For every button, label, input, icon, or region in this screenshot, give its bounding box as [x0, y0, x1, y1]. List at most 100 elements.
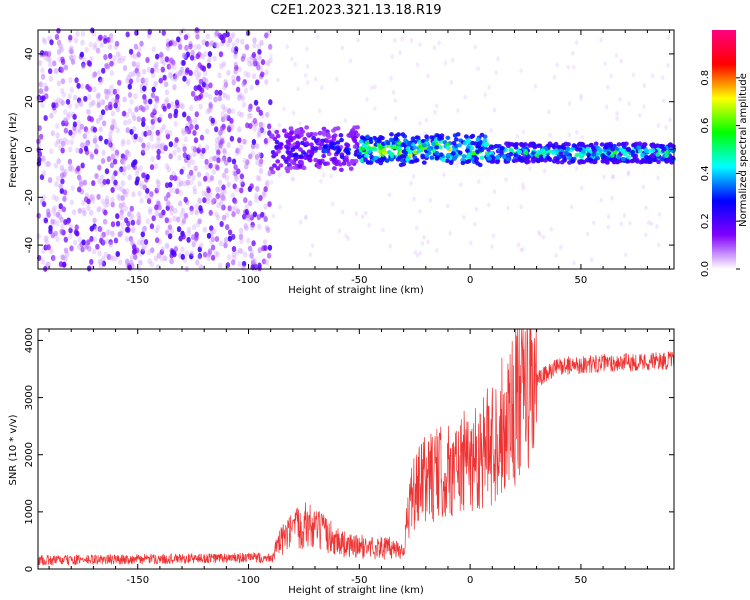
spectrogram-cell: [410, 136, 416, 141]
spectrogram-cell: [428, 197, 433, 203]
spectrogram-cell: [151, 215, 156, 222]
spectrogram-cell: [276, 77, 280, 83]
spectrogram-cell: [188, 169, 194, 176]
spectrogram-cell: [388, 151, 394, 156]
spectrogram-cell: [243, 70, 248, 77]
spectrogram-cell: [278, 204, 282, 210]
y-tick-label: 3000: [24, 385, 35, 410]
spectrogram-cell: [110, 201, 115, 208]
spectrogram-cell: [89, 153, 95, 160]
spectrogram-cell: [220, 204, 225, 211]
spectrogram-cell: [169, 209, 174, 216]
spectrogram-cell: [88, 41, 93, 48]
spectrogram-cell: [102, 179, 107, 186]
spectrogram-cell: [36, 212, 41, 219]
spectrogram-cell: [611, 174, 615, 180]
spectrogram-cell: [186, 230, 192, 237]
spectrogram-cell: [55, 236, 60, 243]
spectrogram-cell: [162, 105, 167, 112]
spectrogram-cell: [491, 233, 496, 239]
spectrogram-cell: [265, 111, 270, 118]
spectrogram-cell: [92, 71, 98, 78]
spectrogram-cell: [579, 93, 584, 99]
spectrogram-cell: [187, 153, 193, 160]
spectrogram-cell: [60, 254, 65, 261]
spectrogram-cell: [68, 227, 73, 234]
spectrogram-cell: [357, 151, 362, 157]
spectrogram-cell: [108, 32, 114, 39]
spectrogram-cell: [565, 146, 571, 152]
spectrogram-cell: [602, 174, 606, 180]
spectrogram-cell: [162, 74, 167, 81]
spectrogram-cell: [275, 133, 281, 139]
spectrogram-cell: [341, 161, 347, 166]
spectrogram-cell: [213, 96, 218, 103]
spectrogram-cell: [195, 33, 200, 40]
spectrogram-cell: [237, 149, 242, 156]
spectrogram-cell: [306, 149, 312, 154]
spectrogram-cell: [196, 147, 201, 154]
spectrogram-cell: [79, 123, 84, 130]
spectrogram-cell: [515, 134, 520, 139]
spectrogram-cell: [70, 58, 76, 65]
spectrogram-cell: [165, 45, 170, 52]
spectrogram-cell: [67, 233, 73, 240]
spectrogram-cell: [69, 139, 74, 146]
spectrogram-cell: [641, 184, 646, 190]
spectrogram-cell: [47, 68, 53, 75]
spectrogram-cell: [77, 236, 83, 243]
spectrogram-cell: [178, 102, 184, 109]
spectrogram-cell: [41, 157, 46, 164]
spectrogram-cell: [125, 78, 130, 85]
spectrogram-cell: [125, 31, 130, 38]
spectrogram-cell: [319, 178, 323, 184]
spectrogram-cell: [356, 154, 362, 160]
spectrogram-cell: [197, 143, 203, 150]
spectrogram-cell: [289, 159, 294, 164]
spectrogram-cell: [147, 29, 152, 36]
spectrogram-cell: [139, 239, 145, 246]
spectrogram-cell: [176, 146, 181, 153]
spectrogram-cell: [239, 248, 244, 255]
spectrogram-cell: [340, 45, 345, 51]
spectrogram-cell: [145, 57, 150, 64]
spectrogram-cell: [651, 157, 657, 163]
spectrogram-cell: [334, 159, 339, 164]
spectrogram-cell: [501, 154, 507, 160]
spectrogram-cell: [189, 54, 195, 61]
spectrogram-cell: [222, 106, 228, 113]
spectrogram-cell: [132, 115, 137, 122]
spectrogram-cell: [49, 248, 54, 255]
spectrogram-cell: [134, 170, 140, 177]
spectrogram-cell: [202, 197, 207, 204]
spectrogram-cell: [128, 78, 134, 85]
spectrogram-cell: [237, 247, 243, 254]
spectrogram-cell: [171, 187, 177, 194]
spectrogram-cell: [471, 151, 476, 156]
spectrogram-cell: [519, 204, 523, 210]
spectrogram-cell: [448, 230, 453, 236]
spectrogram-cell: [92, 86, 97, 93]
spectrogram-cell: [606, 84, 610, 90]
spectrogram-cell: [120, 180, 125, 187]
spectrogram-cell: [231, 79, 236, 86]
spectrogram-cell: [247, 60, 252, 67]
spectrogram-cell: [205, 108, 210, 115]
spectrogram-cell: [373, 106, 377, 112]
spectrogram-cell: [256, 223, 262, 230]
spectrogram-cell: [189, 209, 194, 216]
spectrogram-cell: [118, 202, 123, 209]
spectrogram-cell: [87, 60, 93, 67]
spectrogram-xlabel: Height of straight line (km): [288, 285, 424, 296]
spectrogram-cell: [195, 53, 200, 60]
spectrogram-cell: [126, 74, 131, 81]
spectrogram-cell: [121, 159, 126, 166]
spectrogram-cell: [53, 67, 58, 74]
spectrogram-cell: [150, 247, 155, 254]
spectrogram-cell: [591, 152, 597, 157]
spectrogram-cell: [226, 142, 231, 149]
spectrogram-cell: [313, 131, 318, 137]
spectrogram-cell: [121, 55, 127, 62]
spectrogram-cell: [209, 175, 215, 182]
spectrogram-cell: [249, 183, 254, 190]
